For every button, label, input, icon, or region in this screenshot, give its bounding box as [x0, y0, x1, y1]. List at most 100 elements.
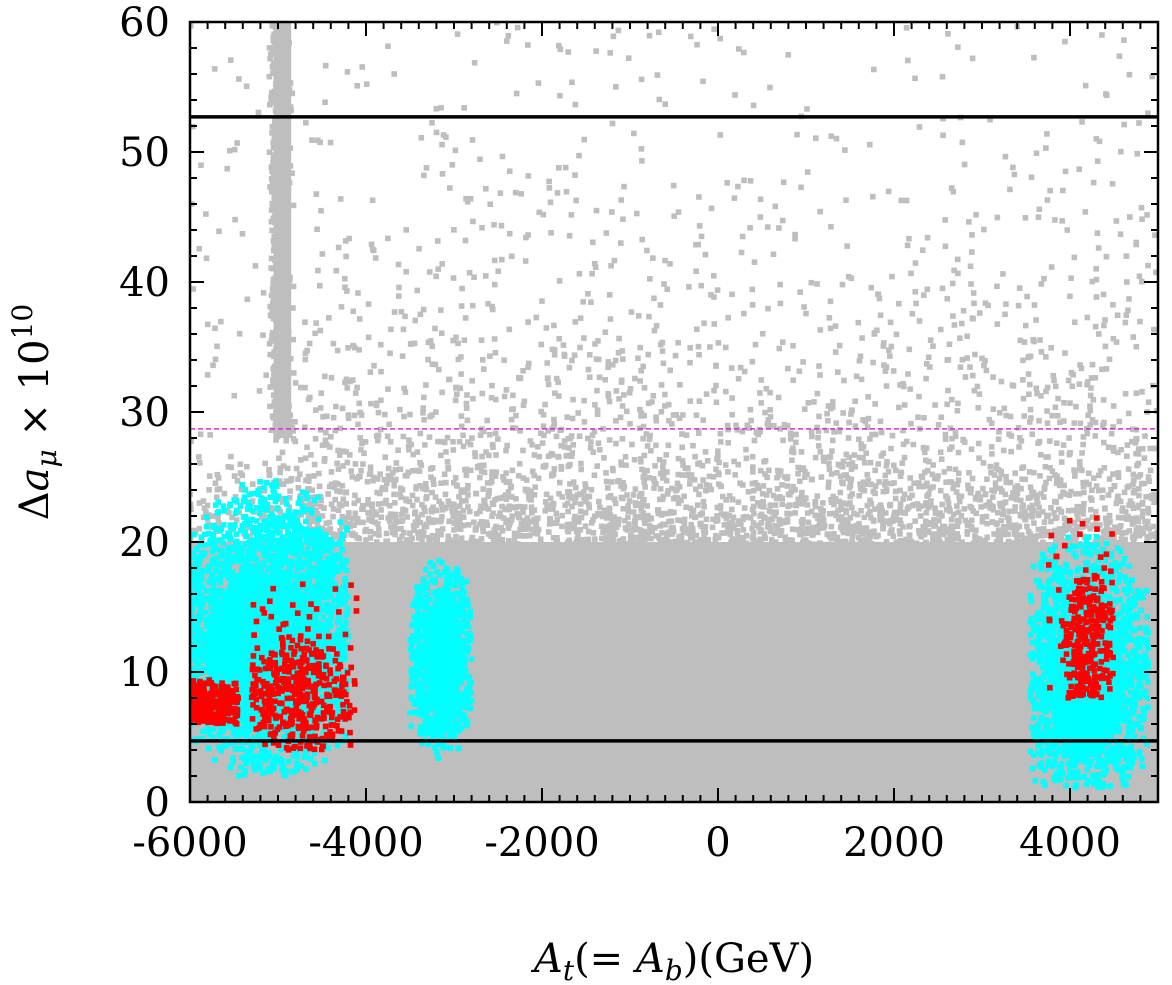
data-point: [956, 498, 963, 505]
data-point: [922, 565, 929, 571]
data-point: [1010, 543, 1017, 550]
data-point: [882, 510, 889, 516]
data-point: [566, 364, 573, 371]
data-point: [1093, 483, 1100, 489]
data-point: [828, 523, 835, 530]
data-point: [1037, 473, 1043, 479]
data-point: [509, 513, 516, 519]
data-point: [801, 304, 807, 310]
data-point: [525, 360, 532, 367]
data-point: [249, 498, 256, 504]
data-point: [853, 541, 860, 548]
data-point: [344, 545, 351, 551]
data-point: [838, 506, 845, 513]
data-point: [1030, 336, 1037, 343]
data-point: [828, 224, 834, 230]
data-point: [770, 492, 777, 499]
data-point: [625, 503, 631, 509]
data-point: [897, 505, 904, 512]
data-point: [267, 351, 273, 358]
data-point: [591, 428, 598, 435]
data-point: [998, 489, 1005, 495]
data-point: [491, 281, 498, 288]
data-point: [393, 460, 400, 466]
data-point: [465, 492, 471, 498]
data-point: [582, 484, 589, 491]
data-point: [576, 270, 583, 277]
data-point: [391, 491, 397, 498]
data-point: [678, 533, 685, 539]
data-point: [359, 506, 365, 512]
data-point: [661, 281, 667, 287]
data-point: [790, 342, 796, 349]
data-point: [715, 340, 722, 346]
data-point: [715, 453, 721, 460]
data-point: [276, 108, 283, 115]
data-point: [1044, 408, 1050, 414]
data-point: [676, 415, 683, 421]
data-point: [750, 529, 757, 536]
data-point: [819, 511, 826, 517]
data-point: [1041, 275, 1047, 282]
data-point: [369, 197, 376, 204]
data-point: [1141, 549, 1147, 555]
data-point: [921, 549, 928, 556]
data-point: [565, 494, 572, 500]
data-point: [316, 483, 323, 490]
data-point: [698, 282, 705, 289]
data-point: [982, 357, 988, 364]
data-point: [836, 498, 843, 505]
data-point: [270, 335, 277, 342]
data-point: [770, 549, 777, 556]
data-point: [312, 435, 319, 442]
data-point: [532, 484, 539, 490]
data-point: [990, 503, 996, 510]
data-point: [1068, 275, 1074, 282]
data-point: [436, 498, 442, 505]
data-point: [361, 450, 367, 457]
data-point: [350, 515, 356, 522]
data-point: [731, 548, 737, 554]
data-point: [988, 444, 995, 450]
data-point: [203, 211, 209, 217]
data-point: [1077, 420, 1084, 427]
data-point: [478, 337, 485, 344]
data-point: [520, 475, 527, 481]
data-point: [268, 164, 275, 170]
data-point: [384, 235, 391, 242]
data-point: [591, 513, 598, 520]
data-point: [872, 401, 878, 407]
data-point: [731, 525, 737, 531]
data-point: [1077, 490, 1083, 497]
data-point: [565, 488, 571, 495]
data-point: [407, 530, 413, 536]
data-point: [816, 520, 823, 527]
data-point: [433, 129, 440, 136]
data-point: [1070, 507, 1077, 514]
data-point: [649, 529, 656, 535]
data-point: [693, 412, 700, 418]
data-point: [927, 337, 934, 343]
data-point: [514, 503, 521, 510]
data-point: [722, 561, 728, 567]
data-point: [733, 541, 740, 548]
data-point: [525, 522, 532, 528]
data-point: [687, 359, 693, 366]
data-point: [679, 458, 686, 464]
data-point: [592, 341, 598, 347]
data-point: [545, 375, 551, 381]
data-point: [433, 273, 439, 280]
data-point: [758, 400, 765, 406]
data-point: [740, 556, 747, 563]
data-point: [470, 395, 476, 402]
data-point: [713, 518, 720, 524]
data-point: [312, 512, 319, 519]
data-point: [636, 501, 642, 507]
data-point: [650, 476, 657, 482]
data-point: [1103, 366, 1110, 372]
data-point: [496, 555, 503, 562]
data-point: [1007, 479, 1014, 486]
data-point: [465, 482, 471, 489]
data-point: [729, 536, 736, 542]
data-point: [397, 406, 403, 413]
